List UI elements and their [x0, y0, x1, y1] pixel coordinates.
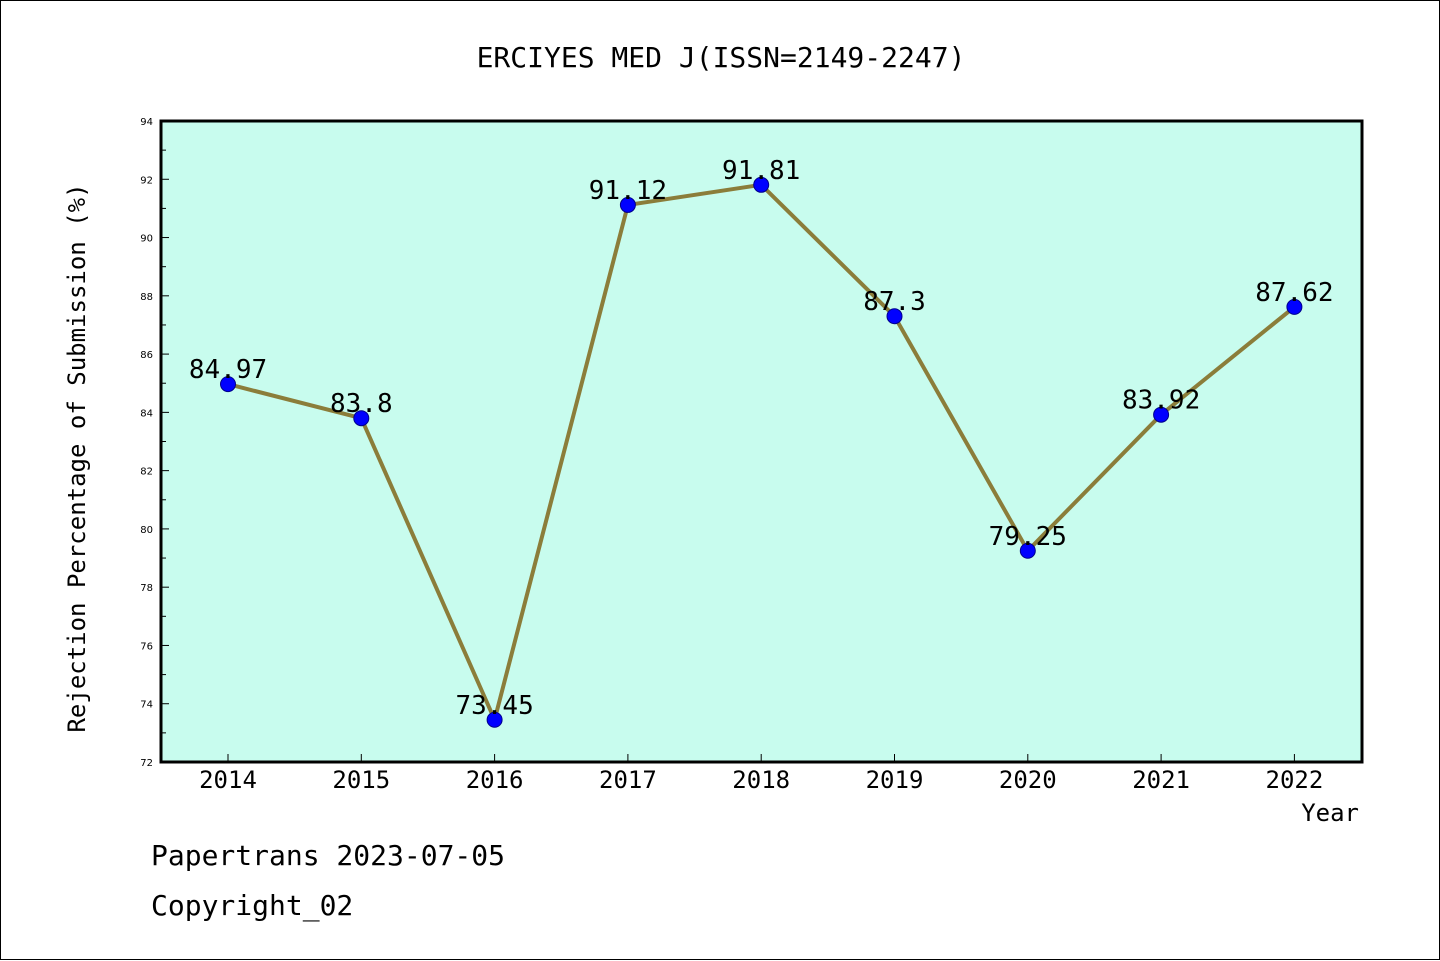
y-tick-label: 94	[140, 117, 153, 128]
data-point-marker	[1286, 298, 1303, 315]
x-tick-label: 2020	[999, 766, 1057, 794]
y-tick-label: 82	[140, 467, 153, 478]
y-tick-label: 80	[140, 525, 153, 536]
y-tick-label: 84	[140, 408, 153, 419]
plot-area	[159, 119, 1364, 764]
y-tick-label: 76	[140, 641, 153, 652]
data-label: 87.62	[1255, 278, 1333, 308]
data-label: 84.97	[189, 355, 267, 385]
x-tick-label: 2021	[1132, 766, 1190, 794]
x-tick-label: 2015	[332, 766, 390, 794]
y-tick-label: 88	[140, 292, 153, 303]
x-axis: 2014 2015 2016 2017 2018 2019 2020 2021 2022	[199, 754, 1323, 794]
data-label: 79.25	[989, 522, 1067, 552]
data-point-marker	[486, 711, 503, 728]
data-point-marker	[619, 196, 636, 213]
data-point-marker	[1153, 406, 1170, 423]
chart-title: ERCIYES MED J(ISSN=2149-2247)	[477, 41, 966, 74]
y-tick-label: 72	[140, 758, 153, 769]
series-rejection-percentage	[220, 176, 1303, 728]
y-axis-title: Rejection Percentage of Submission (%)	[63, 183, 91, 732]
data-label: 87.3	[863, 287, 926, 317]
y-tick-label: 86	[140, 350, 153, 361]
x-tick-label: 2014	[199, 766, 257, 794]
data-label: 73.45	[455, 691, 533, 721]
x-tick-label: 2019	[866, 766, 924, 794]
x-tick-label: 2016	[466, 766, 524, 794]
x-tick-label: 2022	[1266, 766, 1324, 794]
data-label: 83.8	[330, 389, 393, 419]
data-point-marker	[753, 176, 770, 193]
footer-date: Papertrans 2023-07-05	[151, 839, 505, 872]
data-point-marker	[886, 308, 903, 325]
x-tick-label: 2017	[599, 766, 657, 794]
y-tick-label: 74	[140, 700, 153, 711]
y-tick-label: 78	[140, 583, 153, 594]
x-tick-label: 2018	[732, 766, 790, 794]
data-label: 91.81	[722, 156, 800, 186]
footer-copyright: Copyright_02	[151, 889, 353, 923]
x-axis-title: Year	[1301, 799, 1359, 827]
data-point-marker	[1019, 542, 1036, 559]
data-label: 91.12	[589, 176, 667, 206]
data-label: 83.92	[1122, 386, 1200, 416]
data-point-marker	[220, 376, 236, 393]
y-tick-label: 90	[140, 234, 153, 245]
data-labels: 84.97 83.8 73.45 91.12 91.81 87.3 79.25 83.92 87…	[189, 156, 1334, 721]
y-tick-label: 92	[140, 175, 153, 186]
y-axis: 72 74 76 78 80 82 84 86 88 90 92 94	[140, 117, 169, 769]
data-point-marker	[353, 410, 370, 427]
